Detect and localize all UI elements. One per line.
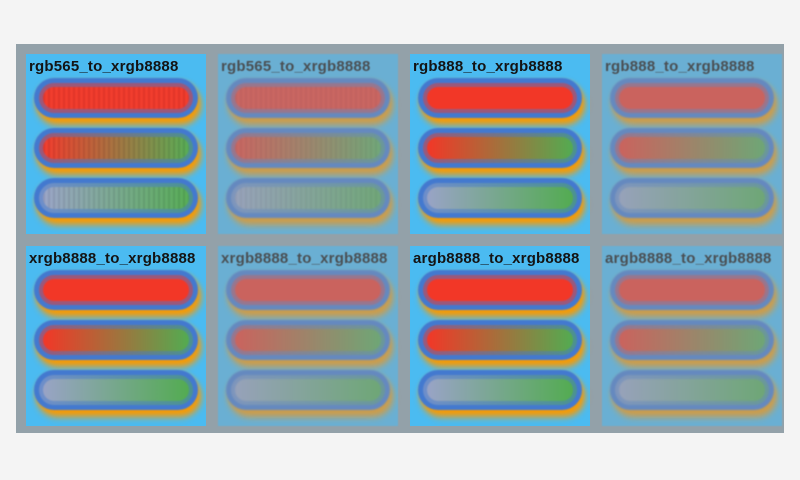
conversion-panel-argb8888-faded: argb8888_to_xrgb8888 [602,246,782,426]
red-to-green-gradient-pill [226,320,390,360]
pill-inner-ring [615,375,769,405]
pill-fill [235,279,381,301]
pill-inner-ring [615,183,769,213]
pill-inner-ring [39,83,193,113]
pill-inner-ring [231,83,385,113]
red-to-green-gradient-pill [610,128,774,168]
panel-title: argb8888_to_xrgb8888 [605,250,772,267]
pill-inner-ring [423,183,577,213]
solid-red-pill [610,78,774,118]
pill-inner-ring [423,325,577,355]
panel-title: rgb565_to_xrgb8888 [221,58,371,75]
red-to-green-gradient-pill [418,320,582,360]
conversion-panel-xrgb8888-faded: xrgb8888_to_xrgb8888 [218,246,398,426]
pill-fill [619,279,765,301]
slate-to-green-gradient-pill [34,178,198,218]
pill-fill [235,329,381,351]
pill-fill [235,137,381,159]
pill-fill [619,329,765,351]
slate-to-green-gradient-pill [418,370,582,410]
pill-fill [427,87,573,109]
pill-inner-ring [39,375,193,405]
pill-inner-ring [39,325,193,355]
conversion-panel-rgb888-faded: rgb888_to_xrgb8888 [602,54,782,234]
pill-fill [427,137,573,159]
pill-fill [619,379,765,401]
pill-inner-ring [615,275,769,305]
panel-title: xrgb8888_to_xrgb8888 [29,250,196,267]
pill-inner-ring [231,183,385,213]
slate-to-green-gradient-pill [226,178,390,218]
conversion-grid: rgb565_to_xrgb8888 rgb565_to_xrgb8888 rg… [16,44,784,433]
pill-inner-ring [39,133,193,163]
slate-to-green-gradient-pill [226,370,390,410]
pill-inner-ring [231,275,385,305]
pill-fill [619,187,765,209]
pill-inner-ring [615,133,769,163]
conversion-panel-rgb888-bright: rgb888_to_xrgb8888 [410,54,590,234]
pill-fill [619,137,765,159]
pill-fill [427,329,573,351]
slate-to-green-gradient-pill [610,370,774,410]
red-to-green-gradient-pill [34,128,198,168]
pill-fill [235,379,381,401]
panel-title: rgb888_to_xrgb8888 [413,58,563,75]
slate-to-green-gradient-pill [418,178,582,218]
slate-to-green-gradient-pill [34,370,198,410]
conversion-panel-rgb565-faded: rgb565_to_xrgb8888 [218,54,398,234]
pill-inner-ring [231,133,385,163]
pill-fill [43,137,189,159]
pill-inner-ring [423,375,577,405]
pill-fill [235,187,381,209]
conversion-panel-rgb565-bright: rgb565_to_xrgb8888 [26,54,206,234]
red-to-green-gradient-pill [610,320,774,360]
pill-fill [43,87,189,109]
pill-inner-ring [615,325,769,355]
pill-inner-ring [423,83,577,113]
pill-fill [43,379,189,401]
pill-fill [427,279,573,301]
solid-red-pill [610,270,774,310]
solid-red-pill [418,78,582,118]
solid-red-pill [226,270,390,310]
pill-inner-ring [423,275,577,305]
solid-red-pill [34,78,198,118]
pill-inner-ring [39,183,193,213]
red-to-green-gradient-pill [34,320,198,360]
panel-title: argb8888_to_xrgb8888 [413,250,580,267]
pill-fill [427,187,573,209]
pill-fill [43,329,189,351]
pill-inner-ring [231,325,385,355]
pill-inner-ring [423,133,577,163]
panel-title: xrgb8888_to_xrgb8888 [221,250,388,267]
pill-inner-ring [39,275,193,305]
pill-fill [619,87,765,109]
red-to-green-gradient-pill [226,128,390,168]
red-to-green-gradient-pill [418,128,582,168]
panel-title: rgb888_to_xrgb8888 [605,58,755,75]
pill-fill [43,279,189,301]
conversion-panel-argb8888-bright: argb8888_to_xrgb8888 [410,246,590,426]
slate-to-green-gradient-pill [610,178,774,218]
pill-inner-ring [231,375,385,405]
solid-red-pill [226,78,390,118]
pill-fill [43,187,189,209]
pill-inner-ring [615,83,769,113]
solid-red-pill [34,270,198,310]
panel-title: rgb565_to_xrgb8888 [29,58,179,75]
pill-fill [427,379,573,401]
solid-red-pill [418,270,582,310]
pill-fill [235,87,381,109]
conversion-panel-xrgb8888-bright: xrgb8888_to_xrgb8888 [26,246,206,426]
